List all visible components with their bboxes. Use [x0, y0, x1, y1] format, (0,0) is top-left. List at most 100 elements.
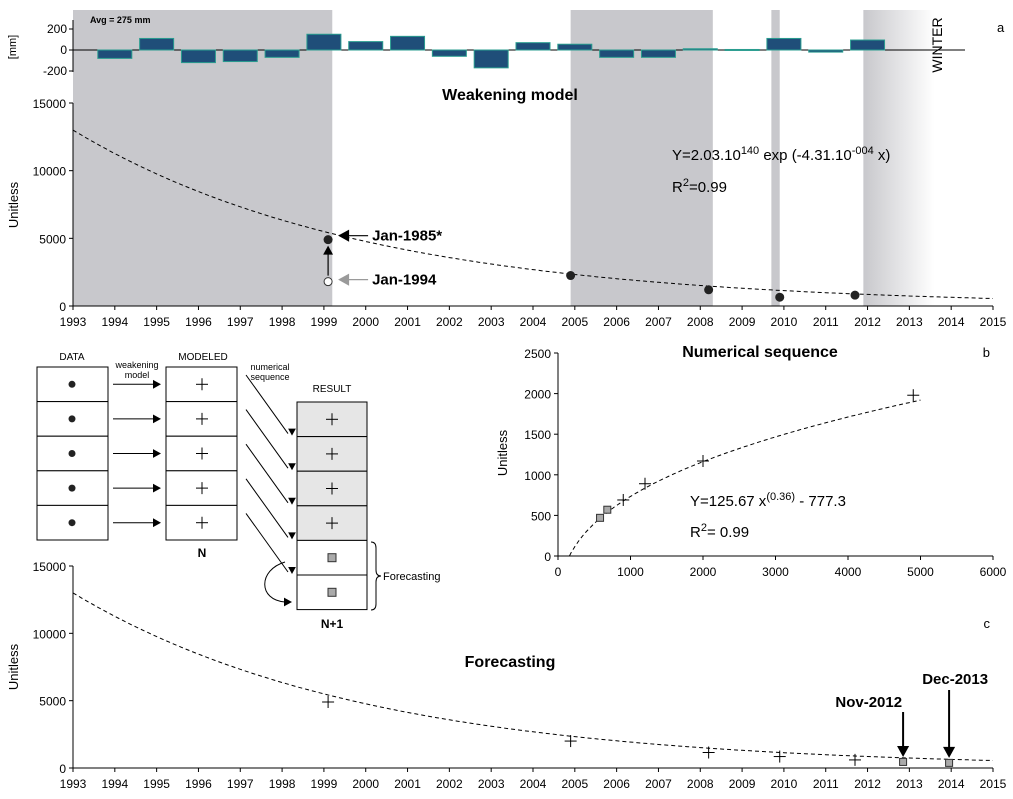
bar-2008 — [682, 48, 718, 51]
a-y-axis-title: Unitless — [6, 181, 21, 228]
panel-letter-b: b — [983, 345, 990, 360]
diagram-result-plus — [326, 517, 338, 530]
c-x-tick-label: 1995 — [143, 777, 170, 791]
c-x-tick-label: 2014 — [938, 777, 965, 791]
a-x-tick-label: 2004 — [520, 315, 547, 329]
a-y-tick-label: 5000 — [39, 232, 66, 246]
a-x-tick-label: 2013 — [896, 315, 923, 329]
diagram-arrow-sequence-head — [288, 463, 296, 471]
diagram-arrow2-label-2: sequence — [250, 372, 289, 382]
c-fit-curve — [72, 592, 994, 761]
bar-1996 — [180, 49, 216, 64]
a-x-tick-label: 2008 — [687, 315, 714, 329]
diagram-arrow-sequence — [245, 513, 289, 573]
a-data-point — [850, 290, 860, 300]
diagram-result-square — [327, 553, 337, 563]
c-y-tick-label: 0 — [59, 762, 66, 776]
c-x-tick-label: 2001 — [394, 777, 421, 791]
a-x-tick-label: 2006 — [603, 315, 630, 329]
diagram-arrow1-label-2: model — [125, 370, 150, 380]
diagram-arrow2-label-1: numerical — [250, 362, 289, 372]
a-x-tick-label: 1995 — [143, 315, 170, 329]
a-x-tick-label: 2003 — [478, 315, 505, 329]
c-x-tick-label: 2012 — [854, 777, 881, 791]
c-x-tick-label: 1994 — [101, 777, 128, 791]
b-y-tick-label: 2000 — [524, 388, 551, 402]
a-x-tick-label: 1996 — [185, 315, 212, 329]
shaded-span-winter — [863, 10, 935, 306]
a-x-tick-label: 2011 — [813, 315, 839, 329]
c-y-tick-label: 15000 — [33, 560, 67, 574]
c-annot-nov-2012: Nov-2012 — [835, 694, 902, 711]
c-plus-point — [322, 696, 335, 709]
a-x-tick-label: 2007 — [645, 315, 672, 329]
b-plus-point — [639, 477, 651, 490]
c-x-tick-label: 2006 — [603, 777, 630, 791]
b-y-tick-label: 1500 — [524, 428, 551, 442]
a-x-tick-label: 2015 — [980, 315, 1007, 329]
a-equation: Y=2.03.10140 exp (-4.31.10-004 x) — [672, 145, 890, 164]
bar-2010 — [766, 37, 802, 51]
c-x-tick-label: 2000 — [352, 777, 379, 791]
bar-2000 — [348, 41, 384, 51]
diagram-data-dot — [68, 450, 76, 457]
a-x-tick-label: 2000 — [352, 315, 379, 329]
c-x-tick-label: 2002 — [436, 777, 463, 791]
b-plus-point — [617, 493, 630, 506]
a-data-point — [323, 235, 333, 245]
bar-average-annotation: Avg = 275 mm — [90, 15, 150, 25]
bar-1997 — [222, 49, 258, 63]
a-x-tick-label: 2005 — [561, 315, 588, 329]
c-title: Forecasting — [465, 654, 556, 671]
c-x-tick-label: 1993 — [60, 777, 87, 791]
a-x-tick-label: 1998 — [269, 315, 296, 329]
b-square-point — [603, 505, 612, 514]
b-x-tick-label: 0 — [555, 565, 562, 579]
c-x-tick-label: 2004 — [520, 777, 547, 791]
diagram-data-dot — [68, 519, 76, 527]
c-x-tick-label: 2010 — [771, 777, 798, 791]
diagram-modeled-plus — [196, 412, 208, 425]
a-annot-jan-1994: Jan-1994 — [372, 272, 437, 289]
b-x-tick-label: 6000 — [980, 565, 1007, 579]
bar-2006 — [599, 49, 635, 58]
a-x-tick-label: 1994 — [101, 315, 128, 329]
diagram-arrow-sequence-head — [288, 497, 296, 505]
b-title: Numerical sequence — [682, 344, 838, 361]
c-x-tick-label: 2015 — [980, 777, 1007, 791]
bar-y-tick-label: -200 — [43, 64, 67, 78]
b-y-axis-title: Unitless — [495, 429, 510, 476]
diagram-arrow-sequence — [245, 374, 289, 434]
diagram-bracket — [370, 541, 382, 611]
c-x-tick-label: 1996 — [185, 777, 212, 791]
a-data-point — [775, 292, 785, 302]
diagram-curved-arrow — [264, 561, 286, 603]
b-x-tick-label: 5000 — [907, 565, 934, 579]
b-y-tick-label: 0 — [544, 550, 551, 564]
c-x-tick-label: 1997 — [227, 777, 254, 791]
b-y-tick-label: 500 — [531, 509, 551, 523]
b-fit-curve — [569, 399, 921, 556]
c-arrow-dec-head — [943, 746, 956, 758]
diagram-arrow-sequence — [245, 409, 289, 469]
diagram-arrow1-label-1: weakening — [114, 360, 158, 370]
a-x-tick-label: 1999 — [311, 315, 338, 329]
a-x-tick-label: 1993 — [60, 315, 87, 329]
a-fit-curve — [72, 129, 994, 299]
c-x-tick-label: 2013 — [896, 777, 923, 791]
a-annot-jan-1985: Jan-1985* — [372, 228, 442, 245]
b-x-tick-label: 1000 — [617, 565, 644, 579]
diagram-curved-arrow-head — [284, 597, 292, 607]
diagram-arrow-model-head — [153, 483, 161, 493]
diagram-col-result: RESULT — [313, 384, 352, 395]
a-data-point — [704, 285, 714, 295]
c-x-tick-label: 2009 — [729, 777, 756, 791]
diagram-arrow-sequence-head — [288, 428, 296, 436]
b-plus-point — [907, 389, 920, 402]
c-x-tick-label: 2005 — [561, 777, 588, 791]
c-plus-point — [564, 735, 577, 748]
diagram-modeled-plus — [196, 447, 208, 460]
a-annot-dark-arrow-head — [338, 229, 350, 242]
bar-1994 — [97, 49, 133, 59]
a-title: Weakening model — [442, 87, 578, 104]
